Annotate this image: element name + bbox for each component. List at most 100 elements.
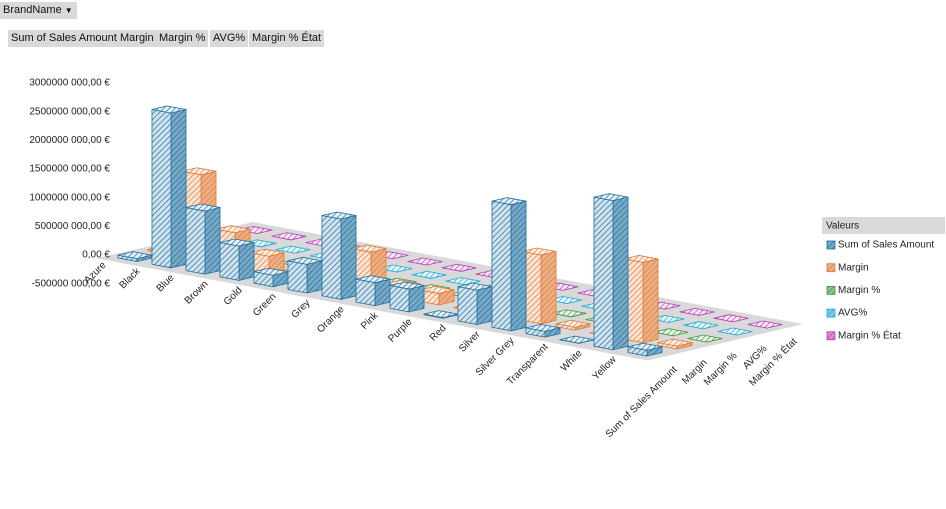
bar-top: [551, 309, 587, 318]
category-label: Silver Grey: [474, 335, 517, 378]
bar-side: [408, 285, 425, 313]
category-label: White: [559, 348, 585, 374]
bar-front: [185, 207, 206, 275]
bar-top: [275, 245, 311, 254]
bar-side: [170, 109, 187, 269]
bar-top: [249, 248, 285, 257]
filter-label: BrandName: [3, 4, 62, 16]
category-label: Gold: [222, 285, 245, 308]
legend-swatch: [826, 308, 836, 318]
bar-top: [215, 225, 251, 234]
value-field-button[interactable]: Margin % État: [249, 30, 325, 47]
series-axis-label: Sum of Sales Amount: [604, 364, 680, 440]
bar-side: [340, 215, 357, 300]
y-tick-label: 3000000 000,00 €: [29, 78, 110, 89]
bar-top: [627, 342, 663, 351]
y-tick-label: 500000 000,00 €: [35, 221, 111, 232]
bar-top: [445, 277, 481, 286]
bar-front: [151, 109, 172, 269]
bar-side: [238, 242, 255, 281]
y-tick-label: -500000 000,00 €: [32, 278, 111, 289]
bar-side: [204, 207, 221, 275]
bar-front: [321, 215, 342, 300]
bar-front: [287, 260, 308, 294]
bar-side: [540, 251, 557, 325]
legend-swatch: [826, 263, 836, 273]
bar-top: [411, 270, 447, 279]
legend-label: AVG%: [838, 308, 867, 319]
bar-side: [476, 286, 493, 325]
bar-side: [306, 260, 323, 294]
value-field-button[interactable]: Margin %: [156, 30, 209, 47]
category-label: Black: [118, 265, 144, 291]
bar-top: [185, 203, 221, 212]
y-tick-label: 2500000 000,00 €: [29, 106, 110, 117]
bar-top: [555, 319, 591, 328]
bar-top: [351, 244, 387, 253]
category-label: Pink: [359, 310, 381, 332]
bar-top: [683, 321, 719, 330]
bar-front: [491, 200, 512, 332]
category-label: Purple: [386, 316, 415, 345]
bar-front: [389, 285, 410, 313]
bar-top: [271, 232, 307, 241]
value-field-button[interactable]: Sum of Sales Amount: [8, 30, 120, 47]
bar-top: [407, 257, 443, 266]
bar-top: [679, 307, 715, 316]
legend-swatch: [826, 331, 836, 341]
bar-top: [321, 211, 357, 220]
bar-top: [623, 255, 659, 263]
bar-side: [642, 258, 659, 344]
legend-label: Margin % État: [838, 328, 901, 341]
legend-label: Sum of Sales Amount: [838, 240, 934, 251]
dropdown-arrow: ▼: [64, 6, 73, 15]
legend-swatch: [826, 285, 836, 295]
legend-label: Margin: [838, 262, 869, 273]
bar-side: [510, 200, 527, 332]
category-label: Silver: [457, 329, 483, 355]
bar-top: [491, 197, 527, 206]
bar-top: [747, 320, 783, 329]
bar-top: [389, 281, 425, 290]
bar-top: [419, 286, 455, 294]
bar-top: [687, 334, 723, 343]
report-filter-button[interactable]: BrandName ▼: [0, 2, 77, 19]
value-field-button[interactable]: AVG%: [210, 30, 249, 47]
y-tick-label: 1500000 000,00 €: [29, 164, 110, 175]
legend-swatch: [826, 240, 836, 250]
legend-title: Valeurs: [826, 221, 859, 232]
bar-top: [657, 338, 693, 347]
bar-front: [457, 286, 478, 325]
y-tick-label: 0,00 €: [82, 250, 110, 261]
bar-top: [219, 238, 255, 247]
category-label: Orange: [315, 304, 347, 336]
bar-top: [521, 247, 557, 256]
y-tick-label: 1000000 000,00 €: [29, 192, 110, 203]
value-field-button[interactable]: Margin: [117, 30, 157, 47]
bar-top: [377, 264, 413, 273]
bar-top: [525, 323, 561, 332]
bar-top: [653, 328, 689, 337]
bar-front: [219, 242, 240, 281]
category-label: Green: [251, 291, 278, 318]
bar-side: [374, 278, 391, 307]
category-label: Transparent: [505, 342, 551, 388]
bar-top: [713, 314, 749, 323]
bar-top: [441, 263, 477, 272]
bar-top: [593, 193, 629, 202]
bar-front: [355, 278, 376, 307]
legend-header: [822, 217, 945, 234]
bar-top: [649, 314, 685, 323]
series-axis-label: Margin %: [702, 350, 740, 388]
y-tick-label: 2000000 000,00 €: [29, 135, 110, 146]
category-label: Grey: [289, 298, 312, 321]
legend-label: Margin %: [838, 285, 880, 296]
category-label: Red: [428, 323, 449, 344]
bar-top: [151, 105, 187, 114]
bar-front: [593, 196, 614, 351]
bar-top: [355, 275, 391, 284]
category-label: Yellow: [591, 354, 620, 383]
bar-top: [181, 167, 217, 176]
